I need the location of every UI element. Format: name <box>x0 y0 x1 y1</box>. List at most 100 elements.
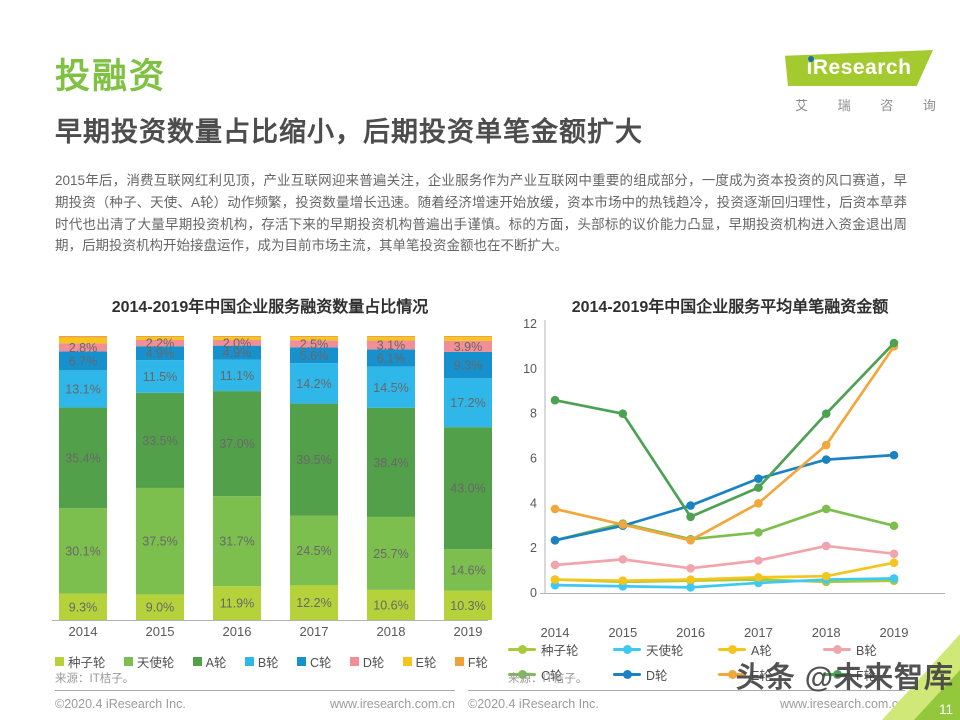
legend-item-种子轮: 种子轮 <box>55 652 106 671</box>
bar-segment <box>290 403 338 516</box>
page-number: 11 <box>938 702 953 717</box>
legend-label: D轮 <box>362 656 385 670</box>
legend-label: F轮 <box>467 656 488 670</box>
data-point <box>686 501 695 510</box>
x-tick-label: 2015 <box>146 624 175 639</box>
bar-segment <box>136 392 184 488</box>
bar-segment <box>444 336 492 338</box>
x-tick-label: 2016 <box>223 624 252 639</box>
data-point <box>821 440 831 450</box>
bar-chart-title: 2014-2019年中国企业服务融资数量占比情况 <box>111 299 429 316</box>
bar-segment-label: 4.9% <box>223 346 252 360</box>
logo-shape: iResearch <box>785 50 933 86</box>
bar-segment <box>136 339 184 347</box>
legend-dot <box>518 645 527 654</box>
legend-label: C轮 <box>541 669 563 683</box>
legend-label: D轮 <box>646 669 668 683</box>
legend-swatch <box>402 657 412 666</box>
legend-label: E轮 <box>415 656 437 670</box>
data-point <box>821 541 831 551</box>
bar-segment-label: 39.5% <box>296 453 331 467</box>
legend-swatch <box>349 657 359 666</box>
legend-label: A轮 <box>205 656 227 670</box>
data-point <box>821 409 831 418</box>
bar-segment <box>367 349 415 367</box>
legend-item-A轮: A轮 <box>718 640 823 659</box>
data-point <box>618 576 628 585</box>
website-link: www.iresearch.com.cn <box>329 697 455 711</box>
legend-item-E轮: E轮 <box>402 652 437 671</box>
legend-item-C轮: C轮 <box>296 652 332 671</box>
bar-segment <box>136 346 184 361</box>
data-point <box>889 338 899 348</box>
bar-segment-label: 3.1% <box>377 338 406 352</box>
bar-segment <box>136 337 184 340</box>
legend-item-F轮: F轮 <box>823 665 928 684</box>
bar-segment-label: 2.8% <box>69 341 98 355</box>
bar-segment <box>59 343 107 352</box>
copyright-text: ©2020.4 iResearch Inc. <box>468 697 599 711</box>
x-tick-label: 2019 <box>880 625 909 640</box>
bar-segment <box>444 351 492 379</box>
bar-segment <box>367 516 415 590</box>
data-point <box>821 455 831 464</box>
legend-label: A轮 <box>751 644 772 658</box>
bar-segment-label: 11.9% <box>220 597 255 611</box>
bar-segment-label: 17.2% <box>450 396 485 410</box>
data-point <box>686 575 695 584</box>
line-series-F轮 <box>554 342 895 519</box>
bar-segment-label: 12.2% <box>296 596 331 610</box>
legend-swatch <box>192 657 202 666</box>
legend-dot <box>728 645 737 654</box>
data-point <box>889 521 899 531</box>
legend-line-marker <box>823 645 851 654</box>
legend-swatch <box>244 657 254 666</box>
data-point <box>754 474 763 483</box>
bar-segment-label: 11.5% <box>143 370 178 384</box>
legend-line-marker <box>613 670 641 679</box>
bar-segment <box>290 336 338 338</box>
bar-segment <box>290 363 338 404</box>
data-point <box>618 555 628 564</box>
legend-label: F轮 <box>856 669 877 683</box>
legend-item-C轮: C轮 <box>508 665 613 684</box>
bar-segment <box>59 407 107 509</box>
data-point <box>686 583 695 592</box>
bar-segment <box>213 496 261 587</box>
bar-segment-label: 10.6% <box>373 598 408 612</box>
bar-segment-label: 5.6% <box>300 349 329 363</box>
body-paragraph: 2015年后，消费互联网红利见顶，产业互联网迎来普遍关注，企业服务作为产业互联网… <box>55 173 907 254</box>
legend-swatch <box>296 657 306 666</box>
bar-segment <box>136 336 184 338</box>
line-chart: 0 2 4 6 8 10 12 2014 2015 2016 2017 2018 2019 <box>523 317 945 640</box>
legend-label: 天使轮 <box>646 644 684 658</box>
footer-left: ©2020.4 iResearch Inc. www.iresearch.com… <box>55 690 455 711</box>
bar-segment-label: 6.7% <box>69 354 98 368</box>
website-link: www.iresearch.com.cn <box>779 697 905 711</box>
data-point <box>889 549 899 559</box>
bar-segment <box>444 590 492 620</box>
bar-segment <box>290 347 338 364</box>
bar-segment <box>213 345 261 360</box>
bar-segment <box>290 337 338 341</box>
bar-segment <box>136 594 184 620</box>
line-chart-title: 2014-2019年中国企业服务平均单笔融资金额 <box>571 299 889 316</box>
bar-segment <box>444 549 492 591</box>
bar-segment <box>367 589 415 620</box>
x-tick-label: 2014 <box>541 625 570 640</box>
bar-segment-label: 9.3% <box>454 359 483 373</box>
bar-segment <box>367 366 415 408</box>
bar-chart-legend: 种子轮 天使轮 A轮 B轮 C轮 D轮 E轮 F轮 <box>55 652 488 671</box>
bar-segment <box>290 340 338 348</box>
footer-right: ©2020.4 iResearch Inc. www.iresearch.com… <box>468 690 905 711</box>
legend-swatch <box>123 657 133 666</box>
legend-dot <box>728 670 737 679</box>
line-chart-source: 来源：IT桔子。 <box>508 673 588 685</box>
x-tick-label: 2015 <box>608 625 637 640</box>
legend-item-F轮: F轮 <box>454 652 488 671</box>
bar-segment-label: 38.4% <box>373 456 408 470</box>
data-point <box>821 504 831 514</box>
bar-segment <box>213 359 261 392</box>
legend-swatch <box>454 657 464 666</box>
